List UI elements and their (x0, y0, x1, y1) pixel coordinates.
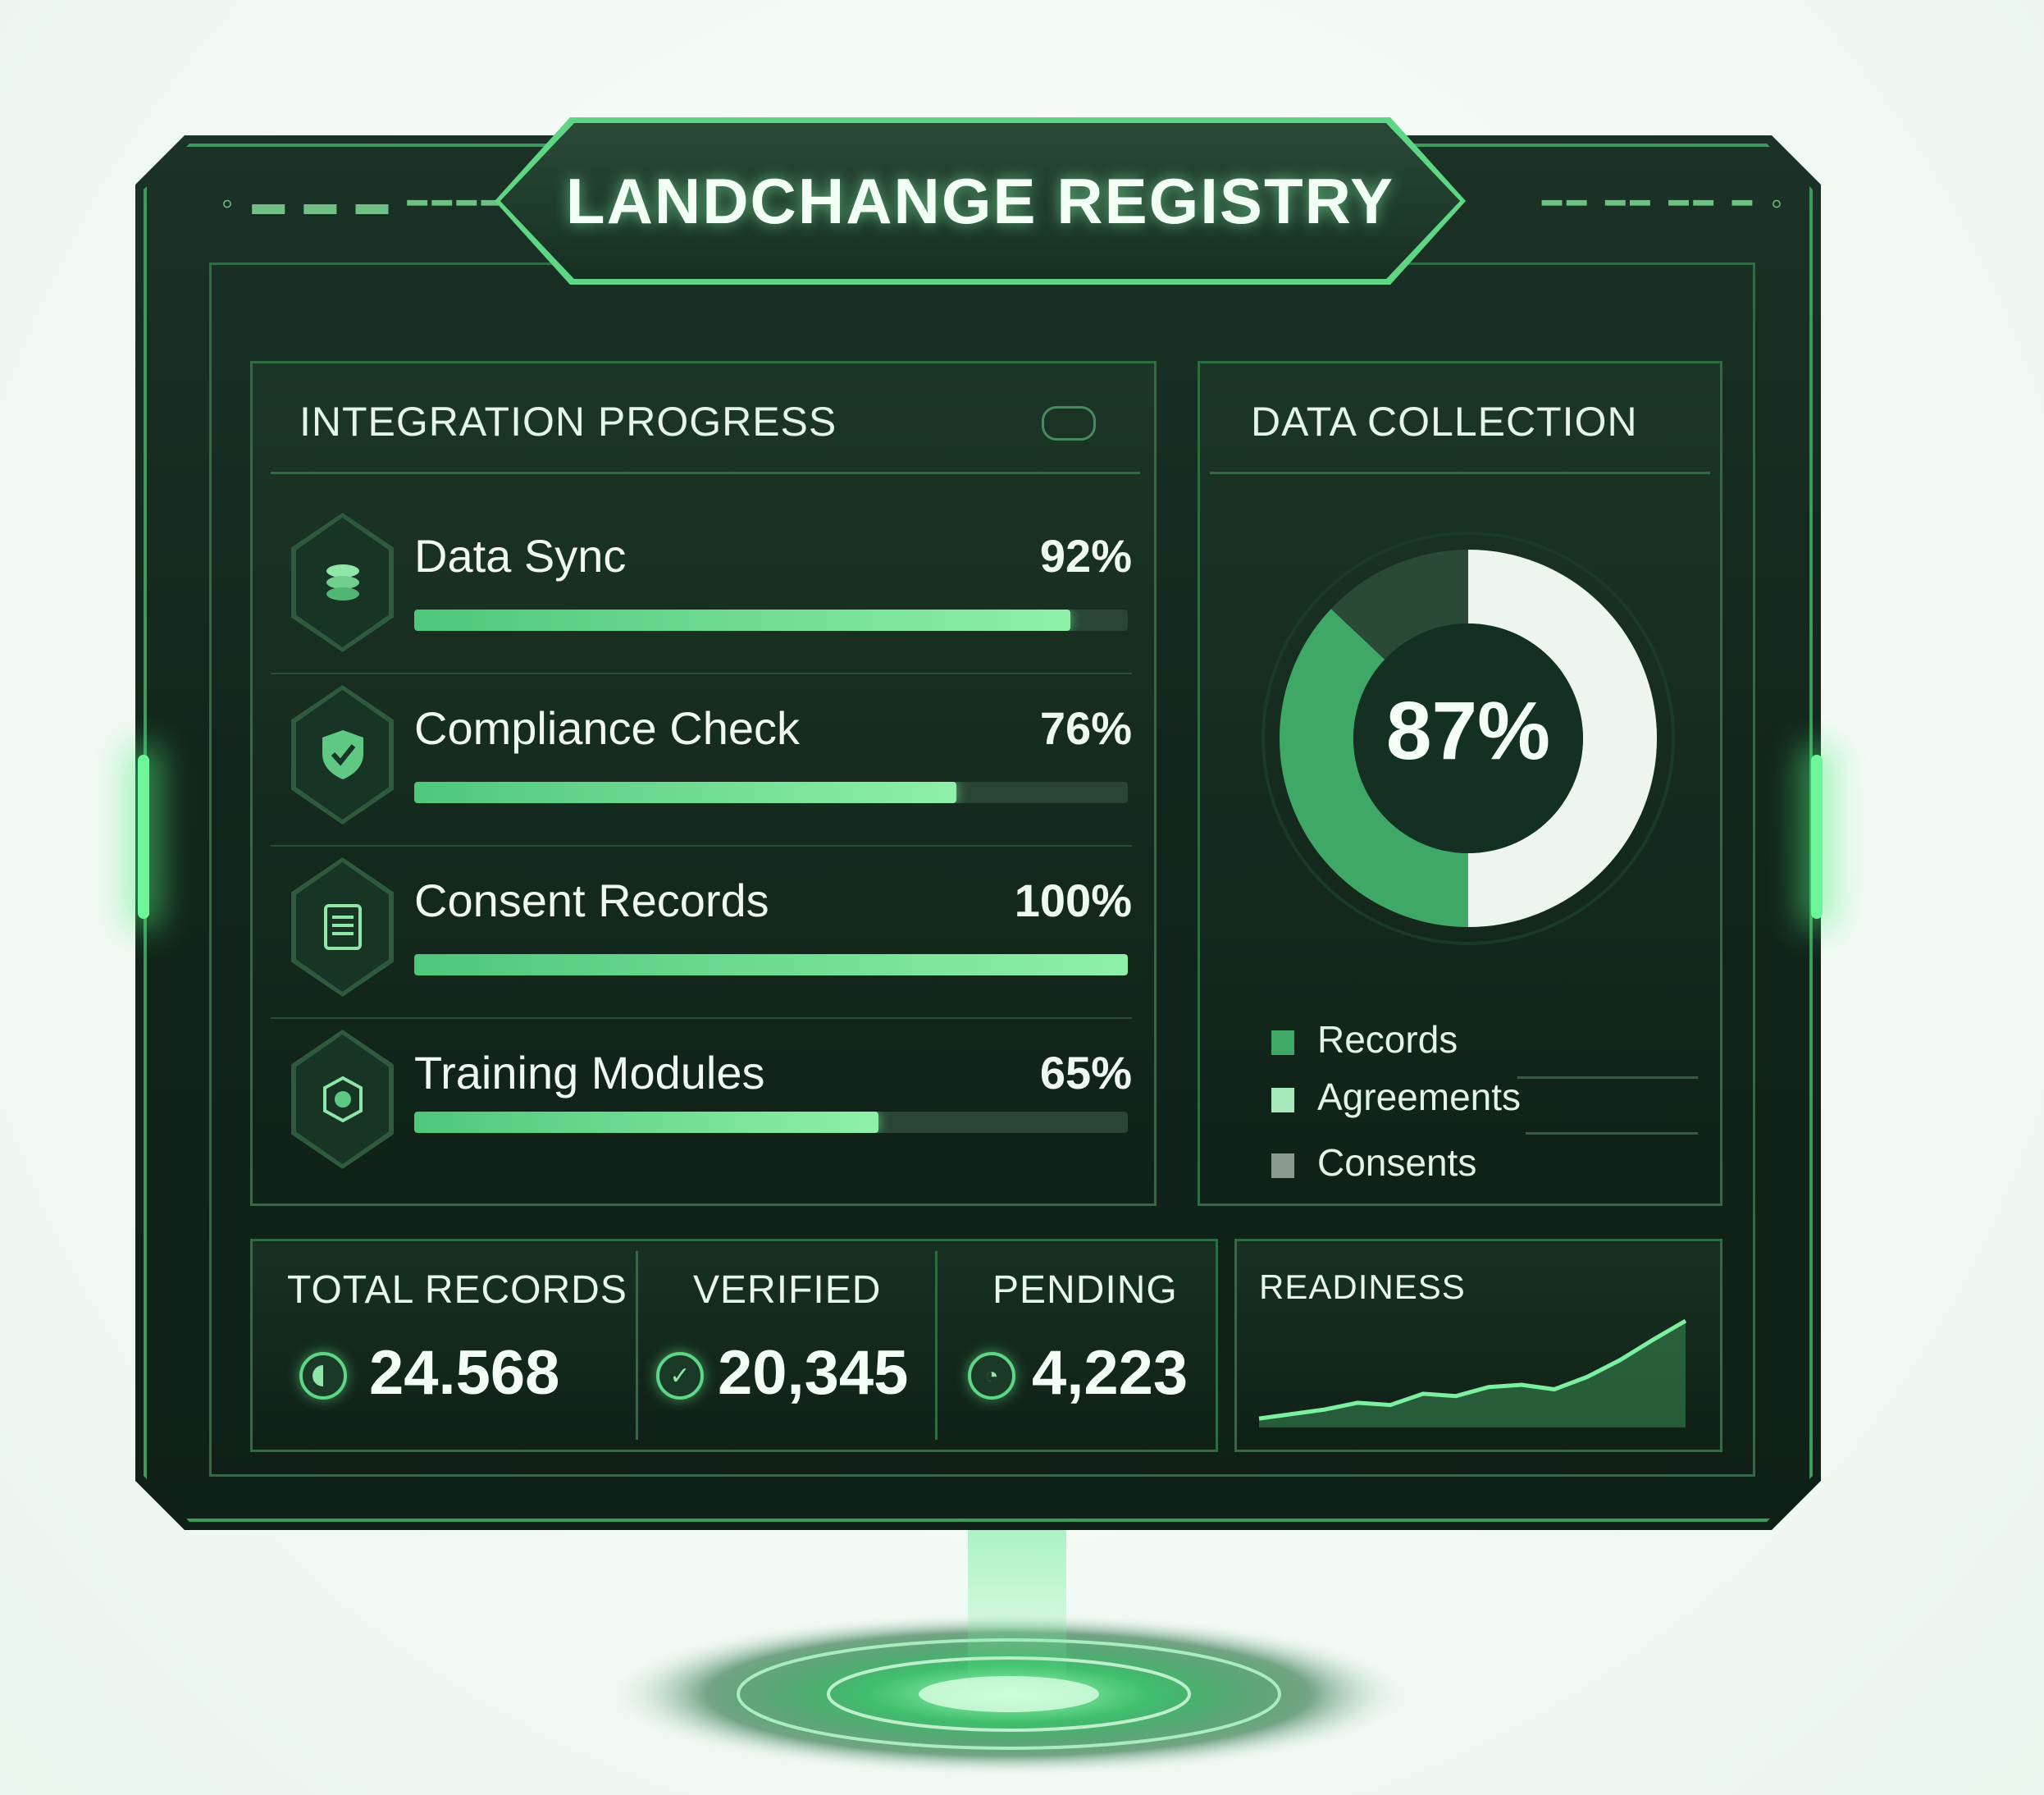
hex-frame (291, 1030, 394, 1169)
legend-swatch (1271, 1030, 1294, 1055)
header-left-decoration: ◦ ▬ ▬ ▬ ━━━━━ (221, 185, 532, 222)
progress-track (414, 1112, 1128, 1133)
legend-label: Consents (1317, 1141, 1477, 1184)
progress-percent: 100% (1014, 875, 1132, 926)
title-plate: LANDCHANGE REGISTRY (500, 123, 1460, 279)
panel-menu-icon[interactable] (1042, 406, 1096, 441)
stat-divider (935, 1251, 938, 1440)
progress-label: Compliance Check (414, 702, 800, 754)
legend-swatch (1271, 1087, 1294, 1112)
progress-fill (414, 610, 1071, 631)
collection-title-rule (1210, 472, 1710, 474)
total-records-title: TOTAL RECORDS (287, 1268, 627, 1312)
legend-line (1517, 1076, 1698, 1079)
progress-fill (414, 954, 1128, 975)
donut-center (1353, 623, 1583, 853)
progress-percent: 92% (1039, 530, 1132, 582)
legend-consents: Consents (1271, 1140, 1476, 1185)
progress-row-compliance-check: Compliance Check 76% (271, 685, 1132, 849)
clock-icon: ◔ (968, 1352, 1015, 1400)
progress-label: Training Modules (414, 1047, 765, 1098)
progress-track (414, 782, 1128, 803)
readiness-sparkline (1258, 1318, 1687, 1427)
readiness-area (1259, 1321, 1686, 1427)
check-circle-icon: ✓ (656, 1352, 704, 1400)
legend-line (1526, 1132, 1698, 1135)
row-divider (271, 845, 1132, 847)
layers-icon (326, 564, 359, 601)
header-right-decoration: ━━ ━━ ━━ ━ ◦ (1542, 185, 1788, 222)
hex-frame (291, 513, 394, 652)
data-collection-title: DATA COLLECTION (1251, 399, 1638, 445)
badge-icon (322, 1076, 363, 1123)
legend-swatch (1271, 1153, 1294, 1178)
donut-center-label: 87% (1386, 685, 1550, 777)
hex-frame (291, 685, 394, 824)
hex-frame (291, 857, 394, 997)
shield-check-icon (322, 730, 363, 779)
app-title: LANDCHANGE REGISTRY (565, 164, 1395, 237)
left-side-glow (138, 755, 149, 919)
progress-percent: 65% (1039, 1047, 1132, 1098)
row-divider (271, 673, 1132, 674)
pending-value: 4,223 (1032, 1338, 1189, 1408)
progress-row-data-sync: Data Sync 92% (271, 513, 1132, 677)
readiness-title: READINESS (1259, 1267, 1466, 1306)
document-icon (323, 904, 362, 950)
progress-row-training-modules: Training Modules 65% (271, 1030, 1132, 1194)
integration-title-rule (271, 472, 1140, 474)
legend-label: Records (1317, 1018, 1458, 1061)
progress-fill (414, 1112, 878, 1133)
progress-label: Consent Records (414, 875, 769, 926)
progress-row-consent-records: Consent Records 100% (271, 857, 1132, 1021)
donut-outer-ring (1262, 532, 1675, 945)
verified-value: 20,345 (718, 1338, 909, 1408)
verified-title: VERIFIED (693, 1268, 882, 1312)
progress-fill (414, 782, 957, 803)
donut-chart: 87% (1262, 532, 1675, 945)
integration-progress-title: INTEGRATION PROGRESS (299, 399, 837, 445)
progress-percent: 76% (1039, 702, 1132, 754)
total-records-value: 24.568 (369, 1338, 560, 1408)
circle-half-icon (299, 1352, 347, 1400)
donut-highlight (1280, 550, 1657, 927)
legend-label: Agreements (1317, 1076, 1522, 1118)
light-beam (968, 1526, 1066, 1698)
progress-track (414, 954, 1128, 975)
progress-label: Data Sync (414, 530, 627, 582)
legend-agreements: Agreements (1271, 1075, 1521, 1119)
readiness-line (1258, 1318, 1687, 1421)
legend-records: Records (1271, 1017, 1458, 1062)
stat-divider (636, 1251, 638, 1440)
right-side-glow (1811, 755, 1823, 919)
progress-track (414, 610, 1128, 631)
stats-panel (250, 1239, 1218, 1452)
row-divider (271, 1017, 1132, 1019)
pending-title: PENDING (992, 1268, 1178, 1312)
